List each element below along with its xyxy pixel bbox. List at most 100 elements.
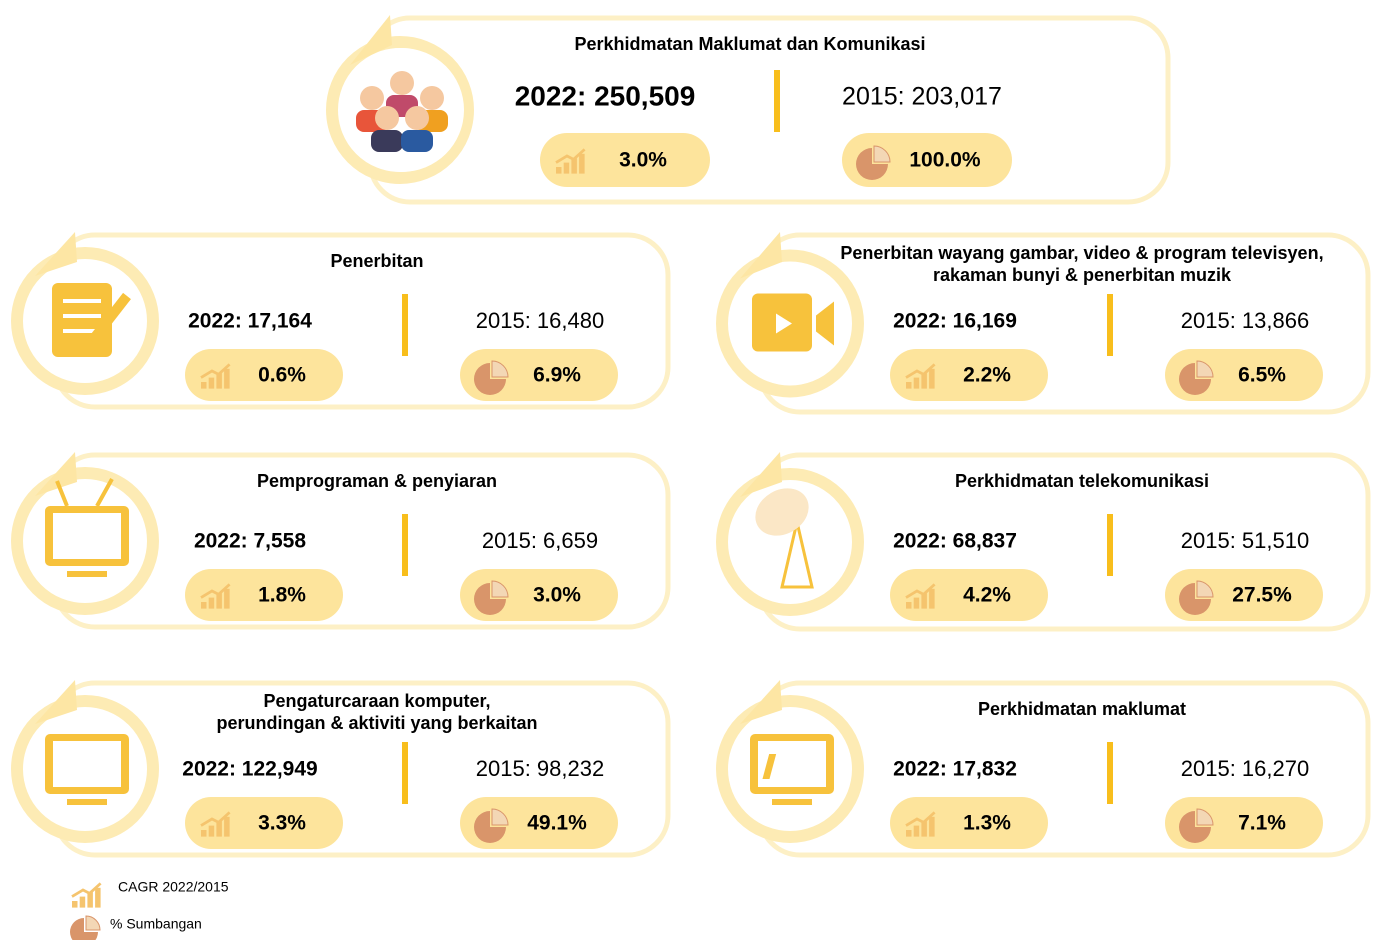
icon-arrow [200,583,231,599]
icon-bar [913,377,920,389]
icon-pie [474,363,506,395]
icon-i [762,754,777,779]
icon-bar [216,821,222,837]
value-2015: 2015: 98,232 [476,756,604,781]
value-2022: 2022: 122,949 [182,758,317,781]
legend-share: % Sumbangan [110,916,202,932]
icon-bar [201,602,207,609]
icon-bar [72,901,78,908]
icon-arrow [905,583,936,599]
cagr-icon [200,583,231,609]
card: Penerbitan wayang gambar, video & progra… [716,232,1371,415]
icon-slice [873,145,891,163]
icon-stand [772,799,812,805]
card-title: Penerbitan wayang gambar, video & progra… [840,243,1323,263]
card-title: Penerbitan [330,251,423,271]
share-icon [70,915,101,940]
cagr-icon [200,811,231,837]
cagr-value: 1.8% [258,584,306,607]
icon-bar [216,373,222,389]
icon-bar [95,887,101,908]
cagr-icon [905,583,936,609]
icon-bar [87,892,93,908]
share-icon [1179,580,1214,615]
cagr-icon [555,148,586,174]
icon-arrow [200,811,231,827]
card-arrow [740,232,782,279]
icon-bar [208,825,215,837]
divider [1107,514,1113,576]
icon-bar [224,816,230,837]
icon-body [401,130,433,152]
divider [402,514,408,576]
icon-slice [1196,808,1214,826]
value-2022: 2022: 17,832 [893,758,1017,781]
card-arrow [35,452,77,496]
card-title: Pengaturcaraan komputer, [263,691,490,711]
share-icon [1179,808,1214,843]
value-2015: 2015: 16,270 [1181,756,1309,781]
cagr-value: 3.0% [619,149,667,172]
divider [402,742,408,804]
icon-bar [216,593,222,609]
card-arrow [740,452,782,497]
icon-pen [88,292,131,345]
share-value: 7.1% [1238,812,1286,835]
share-icon [1179,360,1214,395]
icon-bar [208,597,215,609]
cagr-value: 2.2% [963,364,1011,387]
cagr-icon [200,363,231,389]
divider [402,294,408,356]
icon-body [371,130,403,152]
share-value: 6.5% [1238,364,1286,387]
card: Perkhidmatan maklumat 2022: 17,832 2015: 1… [716,680,1371,858]
share-value: 6.9% [533,364,581,387]
icon-arrow [71,882,102,898]
icon-bar [913,825,920,837]
share-value: 27.5% [1232,584,1292,607]
icon-slice [491,580,509,598]
icon-pie [1179,363,1211,395]
share-icon [474,360,509,395]
value-2015: 2015: 13,866 [1181,308,1309,333]
card: Pemprograman & penyiaran 2022: 7,558 2015:… [11,452,671,630]
card-title: rakaman bunyi & penerbitan muzik [933,265,1232,285]
icon-slice [1196,360,1214,378]
icon-slice [491,360,509,378]
icon-stand [67,799,107,805]
card-title: Perkhidmatan Maklumat dan Komunikasi [574,34,925,54]
card: Perkhidmatan Maklumat dan Komunikasi 2022… [326,15,1171,205]
icon-play [776,313,792,334]
icon-head [375,106,399,130]
icon-bar [906,602,912,609]
icon-arrow [200,363,231,379]
divider [774,70,780,132]
value-2015: 2015: 16,480 [476,308,604,333]
icon-bar [556,167,562,174]
cagr-value: 3.3% [258,812,306,835]
icon-bar [929,588,935,609]
icon-bar [201,382,207,389]
value-2022: 2022: 68,837 [893,530,1017,553]
icon-head [360,86,384,110]
card-arrow [350,15,392,65]
icon-antenna [55,478,114,507]
legend-cagr: CAGR 2022/2015 [118,879,229,895]
share-icon [474,808,509,843]
value-2022: 2022: 16,169 [893,310,1017,333]
icon-pie [70,918,98,940]
icon-bar [913,597,920,609]
card-ring [716,468,864,616]
icon-arrow [555,148,586,164]
icon-bar [208,377,215,389]
card-arrow [35,232,77,276]
icon-pie [1179,811,1211,843]
value-2022: 2022: 17,164 [188,310,312,333]
icon-bar [79,896,86,908]
icon-bar [929,816,935,837]
divider [1107,294,1113,356]
icon-arrow [905,811,936,827]
icon-slice [1196,580,1214,598]
share-value: 3.0% [533,584,581,607]
cagr-value: 1.3% [963,812,1011,835]
